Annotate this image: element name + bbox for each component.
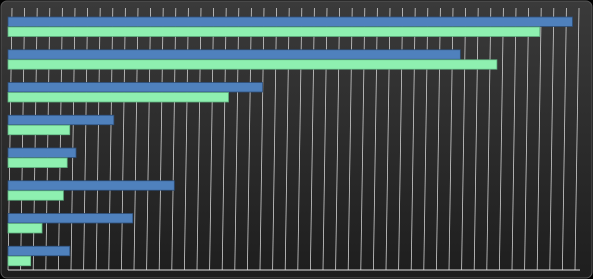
bar xyxy=(7,147,77,158)
grid-line xyxy=(499,7,504,271)
bar xyxy=(7,16,573,27)
bar xyxy=(7,223,43,234)
bar xyxy=(7,213,134,224)
bar xyxy=(7,245,71,257)
grid-line xyxy=(486,7,492,271)
grid-line xyxy=(473,7,479,271)
grid-line xyxy=(461,7,466,271)
grid-line xyxy=(549,7,555,271)
grid-line xyxy=(524,7,529,271)
grid-line xyxy=(562,7,567,271)
bar xyxy=(7,59,498,70)
bar xyxy=(7,124,71,136)
bar xyxy=(7,26,541,37)
grid-line xyxy=(511,7,517,271)
bar xyxy=(7,82,263,93)
grid-line xyxy=(574,7,580,271)
bar xyxy=(7,92,229,103)
bar xyxy=(7,49,461,60)
bar xyxy=(7,255,32,267)
grid-line xyxy=(536,7,542,271)
bar xyxy=(7,190,64,201)
bar xyxy=(7,157,68,168)
bar xyxy=(7,180,175,191)
bar xyxy=(7,114,115,126)
